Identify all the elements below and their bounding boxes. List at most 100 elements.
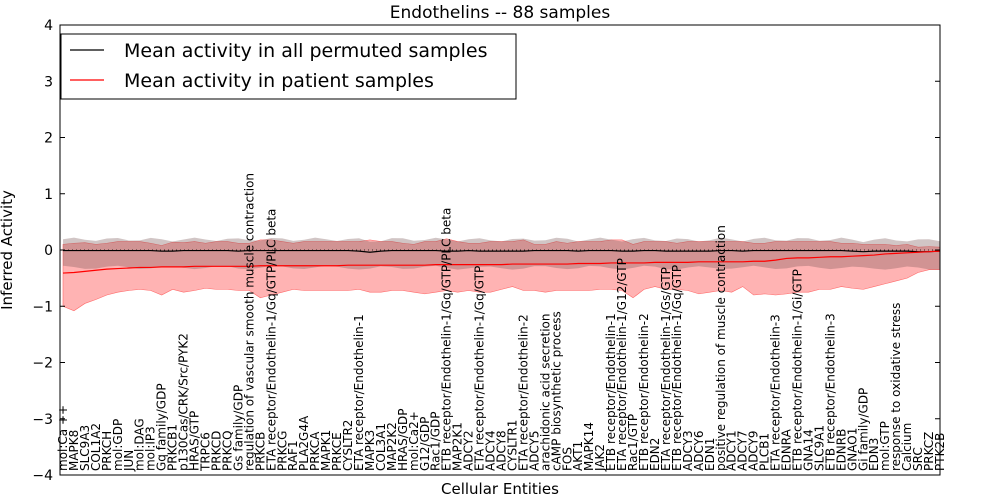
category-label: MAPK3: [363, 430, 377, 471]
category-label: Gs family/GDP: [231, 385, 245, 471]
category-label: EDNRB: [834, 429, 848, 471]
category-label: HRAS/GTP: [188, 411, 202, 471]
category-label: ETB receptor/Endothelin-1/Gq/GTP/PLC bet…: [440, 208, 454, 471]
permuted-mean-line: [63, 249, 941, 253]
category-label: mol:GTP: [878, 421, 892, 471]
category-label: CYSLTR2: [341, 420, 355, 471]
category-label: SRC: [911, 447, 925, 471]
category-label: COL1A2: [89, 423, 103, 471]
category-label: HRAS/GDP: [396, 408, 410, 471]
category-label: ETB receptor/Endothelin-1: [604, 313, 618, 471]
category-label: PRKCZ: [922, 432, 936, 471]
category-label: ADCY5: [527, 430, 541, 471]
category-label: EDN2: [648, 438, 662, 471]
category-label: JUN: [122, 450, 136, 472]
y-tick-label: −1: [32, 299, 53, 315]
plot-frame: [59, 24, 941, 476]
category-label: Gq family/GDP: [155, 383, 169, 471]
category-label: PRKCQ: [220, 430, 234, 471]
category-label: ETB receptor/Endothelin-2: [637, 313, 651, 471]
category-label: ADCY6: [692, 430, 706, 471]
category-label: PLCB1: [758, 433, 772, 471]
category-label: MAPK1: [319, 430, 333, 471]
category-label: ADCY9: [747, 430, 761, 471]
category-label: MAPK14: [582, 422, 596, 471]
category-labels: mol:Ca ++MAPK8SLC9A3COL1A2PRKCHmol:GDPJU…: [56, 173, 947, 472]
category-label: PRKCG: [275, 431, 289, 471]
category-label: Rac1/GDP: [429, 412, 443, 471]
category-label: FOS: [560, 447, 574, 471]
category-label: PLA2G4A: [297, 415, 311, 471]
category-label: EDN3: [867, 438, 881, 471]
legend-label-patient: Mean activity in patient samples: [124, 70, 434, 92]
patient-mean-line: [62, 250, 941, 274]
chart-title: Endothelins -- 88 samples: [390, 3, 611, 23]
category-label: ETA receptor/Endothelin-1/Gq/GTP/PLC bet…: [264, 209, 278, 471]
category-label: p130Cas/CRK/Src/PYK2: [177, 333, 191, 471]
category-label: EDN1: [703, 438, 717, 471]
series-lines: [62, 249, 941, 274]
y-tick-label: −2: [32, 356, 53, 372]
category-label: PRKCA: [308, 431, 322, 471]
category-label: AKT1: [571, 441, 585, 471]
category-label: MAPK8: [67, 430, 81, 471]
y-tick-label: 4: [44, 18, 53, 34]
y-axis-label: Inferred Activity: [0, 190, 16, 310]
category-label: CYSLTR1: [505, 420, 519, 471]
category-label: GNAO1: [845, 428, 859, 471]
category-label: ETA receptor/Endothelin-3: [769, 314, 783, 471]
category-label: RAF1: [286, 440, 300, 471]
category-label: ETA receptor/Endothelin-1/G12/GTP: [615, 258, 629, 471]
y-tick-label: 1: [44, 187, 53, 203]
category-label: mol:DAG: [133, 418, 147, 471]
category-label: mol:GDP: [111, 419, 125, 471]
category-label: ADCY1: [725, 430, 739, 471]
category-label: ETB receptor/Endothelin-1/Gq/GTP: [670, 265, 684, 471]
category-label: COL3A1: [374, 423, 388, 471]
y-tick-label: 0: [44, 243, 53, 259]
category-label: positive regulation of muscle contractio…: [714, 225, 728, 471]
category-label: arachidonic acid secretion: [538, 314, 552, 471]
category-label: SLC9A1: [812, 425, 826, 471]
category-label: GNA14: [801, 429, 815, 471]
category-label: G12/GDP: [418, 417, 432, 471]
category-label: MAP2K1: [451, 422, 465, 471]
category-label: ADCY3: [681, 430, 695, 471]
category-label: SLC9A3: [78, 425, 92, 471]
category-label: ADCY8: [495, 430, 509, 471]
category-label: ETA receptor/Endothelin-2: [516, 314, 530, 471]
category-label: ADCY7: [736, 430, 750, 471]
category-label: ADCY2: [462, 430, 476, 471]
legend-box: [60, 33, 517, 100]
y-tick-label: −3: [32, 412, 53, 428]
category-label: EDNRA: [780, 428, 794, 471]
y-tick-label: 2: [44, 131, 53, 147]
category-label: TRPC6: [199, 432, 213, 472]
y-tick-label: −4: [32, 468, 53, 484]
category-label: Calcium: [900, 423, 914, 471]
category-label: cAMP biosynthetic process: [549, 311, 563, 471]
y-axis: −4 −3 −2 −1 0 1 2 3 4: [32, 18, 940, 484]
category-label: ETB receptor/Endothelin-3: [823, 313, 837, 471]
y-tick-label: 3: [44, 74, 53, 90]
category-label: Gi family/GDP: [856, 388, 870, 471]
category-label: mol:IP3: [144, 426, 158, 471]
category-label: ETA receptor/Endothelin-1/Gq/GTP: [473, 266, 487, 471]
category-label: PRKCB1: [166, 424, 180, 471]
category-label: ETA receptor/Endothelin-1/Gs/GTP: [659, 267, 673, 471]
category-label: ADCY4: [484, 430, 498, 471]
legend-label-permuted: Mean activity in all permuted samples: [124, 40, 487, 62]
category-label: PRKCH: [100, 431, 114, 471]
category-label: MAP2K2: [385, 422, 399, 471]
category-label: Rac1/GTP: [626, 414, 640, 471]
category-label: PRKCD: [209, 431, 223, 471]
category-label: mol:Ca2+: [407, 411, 421, 471]
category-label: regulation of vascular smooth muscle con…: [242, 173, 256, 471]
category-label: JAK2: [593, 444, 607, 472]
category-label: ETB receptor/Endothelin-1/Gi/GTP: [790, 269, 804, 471]
x-axis-label: Cellular Entities: [441, 480, 559, 498]
category-label: PRKCE: [330, 432, 344, 471]
category-label: response to oxidative stress: [889, 303, 903, 471]
legend: Mean activity in all permuted samples Me…: [60, 33, 517, 100]
